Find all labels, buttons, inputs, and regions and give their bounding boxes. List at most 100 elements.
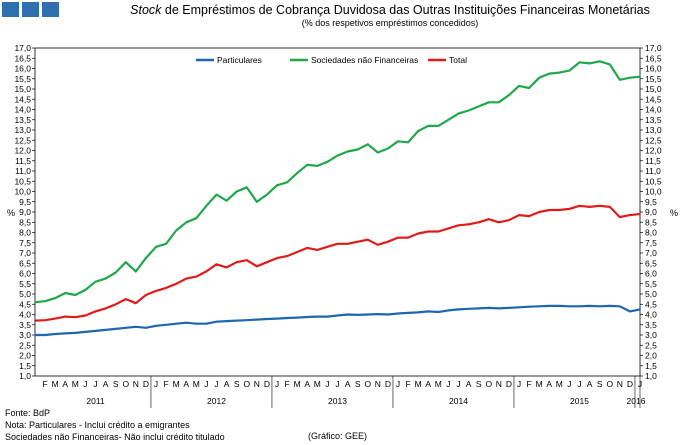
y-tick-label-left: 8,0 [19, 228, 31, 238]
logo-square [22, 2, 39, 17]
data-point [195, 217, 198, 220]
x-month-label: A [587, 379, 593, 389]
data-point [94, 280, 97, 283]
y-tick-label-right: 4,0 [645, 310, 657, 320]
x-month-label: J [517, 379, 521, 389]
data-point [316, 249, 319, 251]
data-point [447, 309, 450, 312]
data-point [598, 60, 601, 63]
y-tick-label-left: 3,0 [19, 330, 31, 340]
y-tick-label-left: 5,0 [19, 289, 31, 299]
data-point [538, 76, 541, 79]
x-month-label: A [183, 379, 189, 389]
y-tick-label-left: 14,0 [14, 105, 31, 115]
y-tick-label-left: 9,0 [19, 207, 31, 217]
x-month-label: M [314, 379, 321, 389]
data-point [487, 307, 490, 309]
data-point [447, 227, 450, 230]
footer-source: Fonte: BdP [5, 408, 51, 418]
y-tick-label-right: 16,5 [645, 53, 662, 63]
x-year-label: 2016 [627, 396, 646, 406]
data-point [296, 172, 299, 174]
y-tick-label-right: 7,5 [645, 238, 657, 248]
logo-square [2, 2, 19, 17]
y-tick-label-left: 2,0 [19, 351, 31, 361]
data-point [497, 307, 500, 310]
x-month-label: M [52, 379, 59, 389]
x-month-label: D [385, 379, 391, 389]
data-point [356, 148, 359, 151]
data-point [286, 255, 288, 257]
data-point [477, 307, 480, 310]
data-point [145, 257, 147, 260]
data-point [376, 243, 379, 246]
y-tick-label-right: 17,0 [645, 43, 662, 53]
data-point [296, 316, 299, 319]
data-point [588, 205, 591, 208]
y-tick-label-right: 13,0 [645, 125, 662, 135]
data-point [548, 72, 551, 75]
x-month-label: F [42, 379, 47, 389]
legend-total-label: Total [449, 55, 467, 65]
data-point [296, 251, 299, 253]
data-point [235, 261, 238, 264]
y-tick-label-right: 2,5 [645, 340, 657, 350]
data-point [114, 303, 117, 306]
x-month-label: A [62, 379, 68, 389]
data-point [276, 317, 278, 320]
y-tick-label-left: 2,5 [19, 340, 31, 350]
data-point [114, 271, 117, 274]
data-point [165, 242, 167, 245]
y-tick-label-left: 12,0 [14, 146, 31, 156]
x-month-label: J [456, 379, 460, 389]
x-month-label: J [275, 379, 279, 389]
data-point [497, 101, 500, 104]
x-month-label: M [556, 379, 563, 389]
data-point [608, 63, 611, 66]
footer-credit: (Gráfico: GEE) [308, 431, 368, 441]
x-year-label: 2015 [570, 396, 589, 406]
data-point [54, 317, 57, 320]
x-month-label: D [143, 379, 149, 389]
data-point [326, 245, 329, 248]
data-point [255, 265, 258, 268]
data-point [104, 307, 107, 310]
x-month-label: A [103, 379, 109, 389]
x-month-label: M [173, 379, 180, 389]
data-point [639, 213, 641, 215]
data-point [145, 294, 147, 296]
data-point [286, 181, 288, 184]
x-month-label: A [425, 379, 431, 389]
data-point [84, 289, 87, 291]
logo-square [42, 2, 59, 17]
data-point [528, 87, 530, 89]
x-month-label: J [335, 379, 339, 389]
y-tick-label-left: 10,0 [14, 187, 31, 197]
data-point [618, 216, 621, 219]
y-tick-label-left: 13,0 [14, 125, 31, 135]
data-point [477, 105, 480, 108]
data-point [568, 208, 571, 210]
y-tick-label-right: 12,5 [645, 135, 662, 145]
y-tick-label-right: 2,0 [645, 351, 657, 361]
data-point [225, 266, 228, 269]
y-tick-label-right: 11,0 [645, 166, 661, 176]
data-point [225, 199, 228, 202]
chart-title-italic: Stock [130, 3, 162, 17]
y-tick-label-right: 14,0 [645, 105, 662, 115]
data-point [266, 193, 268, 196]
data-point [366, 238, 369, 241]
data-point [487, 218, 490, 221]
x-month-label: M [72, 379, 79, 389]
data-point [44, 334, 46, 336]
y-tick-label-left: 13,5 [14, 115, 31, 125]
x-month-label: A [466, 379, 472, 389]
data-point [134, 270, 137, 273]
y-tick-label-left: 17,0 [14, 43, 31, 53]
y-tick-label-right: 7,0 [645, 248, 657, 258]
data-point [457, 308, 460, 311]
data-point [74, 332, 77, 334]
x-month-label: A [304, 379, 310, 389]
data-point [124, 261, 127, 264]
legend-particulares-label: Particulares [217, 55, 262, 65]
